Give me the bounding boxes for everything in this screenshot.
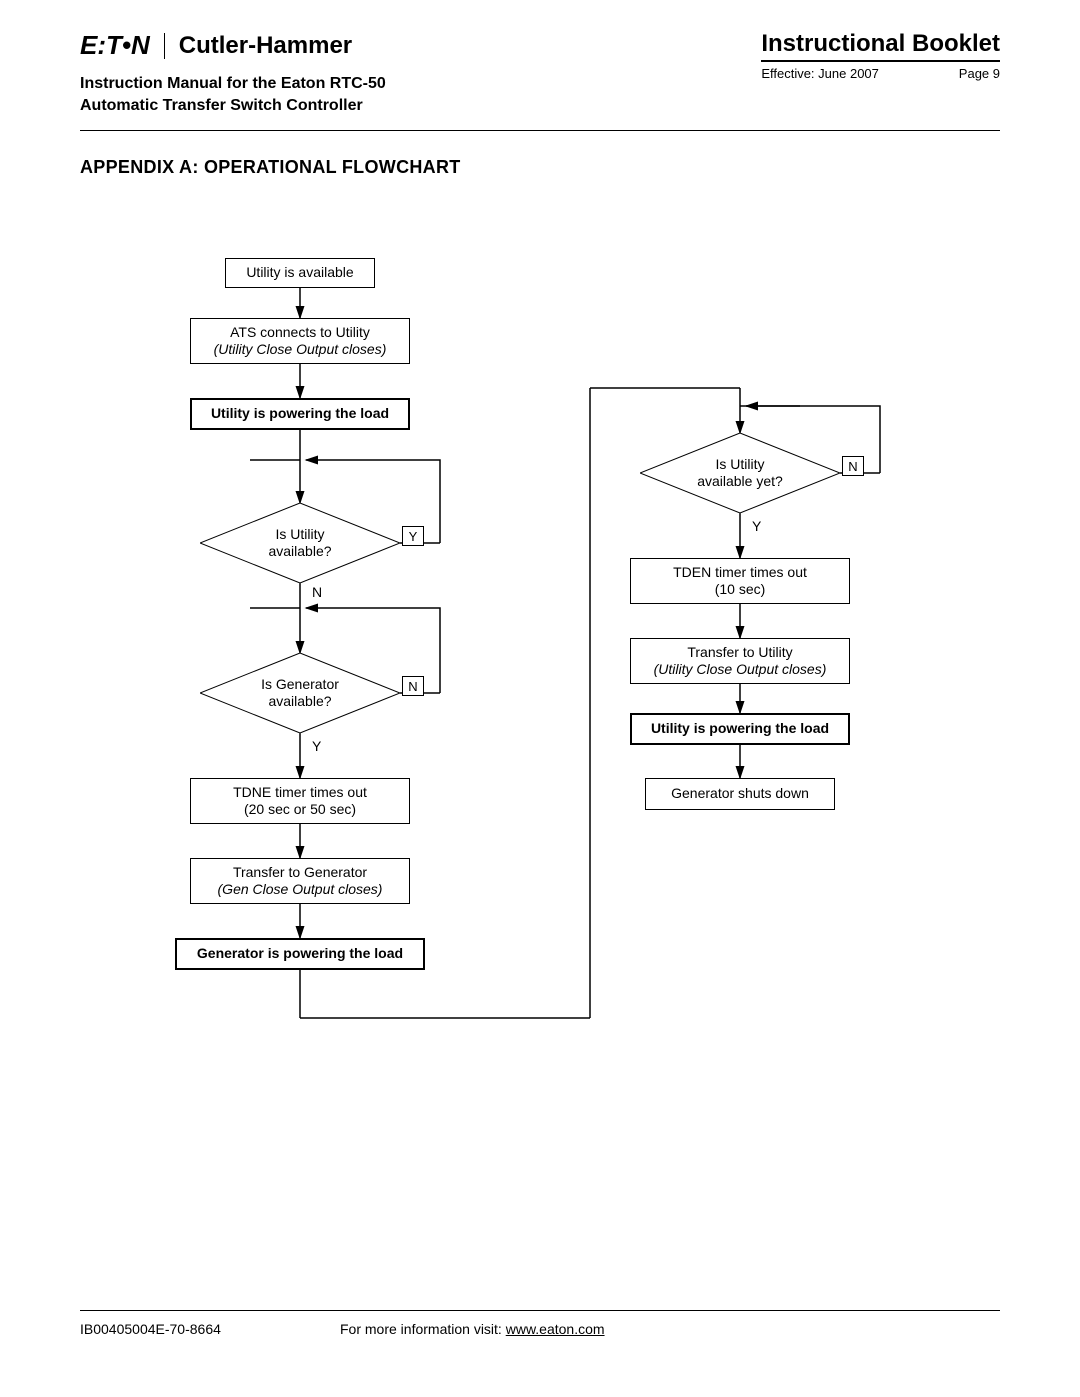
decision-text: available yet?	[697, 473, 783, 490]
effective-date: Effective: June 2007	[761, 66, 879, 81]
node-subtext: (Gen Close Output closes)	[218, 881, 383, 899]
node-tden-timer: TDEN timer times out (10 sec)	[630, 558, 850, 604]
node-text: TDEN timer times out	[673, 564, 807, 582]
doc-number: IB00405004E-70-8664	[80, 1321, 340, 1337]
decision-text: Is Generator	[261, 676, 339, 693]
node-utility-powering: Utility is powering the load	[190, 398, 410, 430]
label-y: Y	[312, 738, 321, 754]
label-n: N	[312, 584, 322, 600]
footer-info: For more information visit: www.eaton.co…	[340, 1321, 1000, 1337]
node-transfer-utility: Transfer to Utility (Utility Close Outpu…	[630, 638, 850, 684]
node-utility-powering-2: Utility is powering the load	[630, 713, 850, 745]
node-text: Utility is available	[246, 264, 353, 282]
manual-line1: Instruction Manual for the Eaton RTC-50	[80, 73, 386, 95]
node-transfer-generator: Transfer to Generator (Gen Close Output …	[190, 858, 410, 904]
node-text: Generator is powering the load	[197, 945, 403, 963]
node-generator-powering: Generator is powering the load	[175, 938, 425, 970]
node-text: Utility is powering the load	[651, 720, 829, 738]
footer-info-prefix: For more information visit:	[340, 1321, 506, 1337]
flowchart: Utility is available ATS connects to Uti…	[80, 258, 1000, 1158]
cutler-hammer-logo: Cutler-Hammer	[179, 32, 352, 60]
decision-utility-available-yet: Is Utility available yet?	[640, 433, 840, 513]
node-text: TDNE timer times out	[233, 784, 367, 802]
decision-text: available?	[268, 693, 331, 710]
node-utility-available: Utility is available	[225, 258, 375, 288]
brand-block: E:T•N Cutler-Hammer	[80, 30, 386, 61]
node-subtext: (20 sec or 50 sec)	[244, 801, 356, 819]
label-n: N	[842, 456, 864, 476]
brand-divider	[164, 33, 165, 59]
label-n: N	[402, 676, 424, 696]
node-text: Transfer to Utility	[687, 644, 792, 662]
manual-line2: Automatic Transfer Switch Controller	[80, 95, 386, 117]
node-text: ATS connects to Utility	[230, 324, 370, 342]
decision-text: Is Utility	[716, 456, 765, 473]
node-text: Generator shuts down	[671, 785, 809, 803]
node-tdne-timer: TDNE timer times out (20 sec or 50 sec)	[190, 778, 410, 824]
label-y: Y	[402, 526, 424, 546]
node-text: Utility is powering the load	[211, 405, 389, 423]
page-number: Page 9	[959, 66, 1000, 81]
manual-title: Instruction Manual for the Eaton RTC-50 …	[80, 73, 386, 116]
header-rule	[80, 130, 1000, 131]
eaton-logo: E:T•N	[80, 30, 150, 61]
decision-generator-available: Is Generator available?	[200, 653, 400, 733]
node-generator-shuts-down: Generator shuts down	[645, 778, 835, 810]
decision-text: available?	[268, 543, 331, 560]
decision-utility-available: Is Utility available?	[200, 503, 400, 583]
footer-link[interactable]: www.eaton.com	[506, 1321, 605, 1337]
page-footer: IB00405004E-70-8664 For more information…	[80, 1310, 1000, 1337]
label-y: Y	[752, 518, 761, 534]
node-text: Transfer to Generator	[233, 864, 367, 882]
node-subtext: (10 sec)	[715, 581, 766, 599]
node-ats-connects: ATS connects to Utility (Utility Close O…	[190, 318, 410, 364]
node-subtext: (Utility Close Output closes)	[214, 341, 387, 359]
booklet-title: Instructional Booklet	[761, 30, 1000, 62]
appendix-heading: APPENDIX A: OPERATIONAL FLOWCHART	[80, 157, 1000, 178]
decision-text: Is Utility	[276, 526, 325, 543]
node-subtext: (Utility Close Output closes)	[654, 661, 827, 679]
